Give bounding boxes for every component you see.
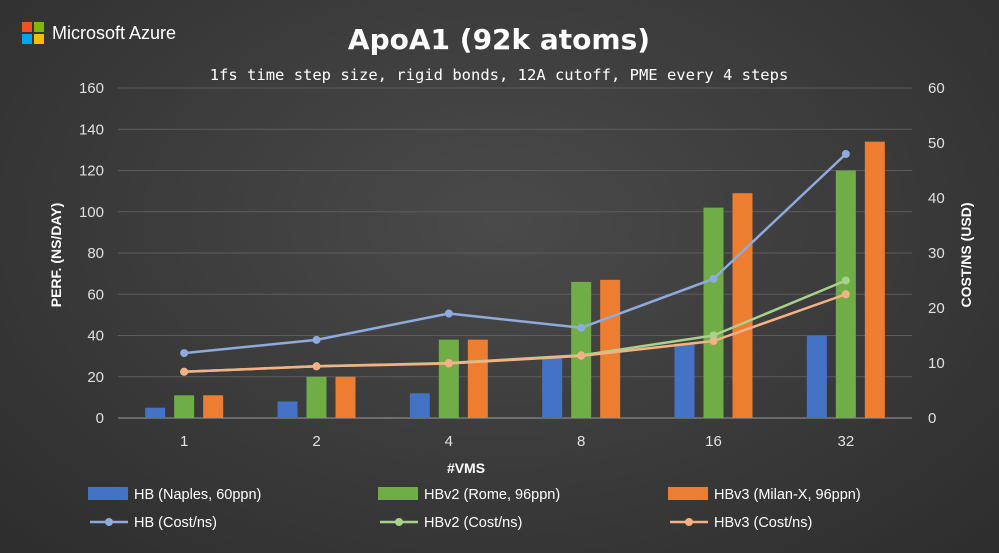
x-tick-label: 8 [577,433,585,450]
y2-tick-label: 60 [928,80,945,97]
bar [306,376,327,418]
y-tick-label: 120 [79,163,104,180]
cost-lines [180,150,850,376]
x-axis-ticks: 1 2 4 8 16 32 [180,433,854,450]
legend-label: HB (Cost/ns) [134,515,217,531]
logo-square-blue [22,34,32,44]
bar [732,193,753,418]
y-tick-label: 160 [79,80,104,97]
y-tick-label: 0 [96,410,104,427]
gridlines [118,87,912,419]
legend-swatch [668,487,708,500]
legend-swatch [378,487,418,500]
y-tick-label: 40 [87,328,104,345]
x-tick-label: 1 [180,433,188,450]
y-tick-label: 80 [87,245,104,262]
bar [438,339,459,418]
chart-subtitle: 1fs time step size, rigid bonds, 12A cut… [210,66,789,84]
logo-square-green [34,22,44,32]
bar [674,343,695,418]
y2-tick-label: 10 [928,355,945,372]
legend-label: HBv3 (Cost/ns) [714,515,812,531]
y2-axis-label: COST/NS (USD) [958,203,974,308]
legend-marker [685,518,693,526]
bar [571,281,592,418]
line-point [180,349,189,358]
bar [335,376,356,418]
line-point [709,337,718,345]
microsoft-logo-icon [22,22,44,44]
line-point [709,274,718,283]
legend-marker [395,518,403,526]
bar [174,395,195,418]
y2-tick-label: 50 [928,135,945,152]
legend-swatch [88,487,128,500]
line-point [709,331,718,340]
y-axis-label: PERF. (NS/DAY) [48,203,64,308]
cost-line [184,293,847,374]
bar [703,207,724,418]
logo-text: Microsoft Azure [52,22,177,43]
line-point [577,323,586,332]
bar [542,358,563,418]
line-point [444,309,453,318]
y-tick-label: 20 [87,369,104,386]
line-point [180,367,189,376]
bars [145,141,885,418]
bar [203,395,224,418]
bar [409,393,430,418]
y-tick-label: 60 [87,286,104,303]
x-tick-label: 32 [837,433,854,450]
bar [145,407,166,418]
x-tick-label: 2 [312,433,320,450]
legend-label: HBv3 (Milan-X, 96ppn) [714,487,861,503]
bar [467,339,488,418]
bar [864,141,885,418]
line-point [444,359,453,368]
legend-label: HBv2 (Cost/ns) [424,515,522,531]
y-tick-label: 100 [79,204,104,221]
y2-tick-label: 30 [928,245,945,262]
chart-title: ApoA1 (92k atoms) [348,23,650,56]
microsoft-azure-logo: Microsoft Azure [22,22,176,44]
y2-tick-label: 0 [928,410,936,427]
line-point [841,276,850,285]
y2-tick-label: 40 [928,190,945,207]
y2-tick-label: 20 [928,300,945,317]
y-axis-ticks: 0 20 40 60 80 100 120 140 160 [79,80,104,427]
legend-label: HB (Naples, 60ppn) [134,487,261,503]
y2-axis-ticks: 0 10 20 30 40 50 60 [928,80,945,427]
logo-square-yellow [34,34,44,44]
line-point [312,362,321,371]
line-point [577,351,586,360]
legend: HB (Naples, 60ppn) HBv2 (Rome, 96ppn) HBv3… [88,487,861,531]
logo-square-red [22,22,32,32]
legend-marker [105,518,113,526]
bar [277,401,298,418]
legend-label: HBv2 (Rome, 96ppn) [424,487,560,503]
y-tick-label: 140 [79,121,104,138]
cost-line [184,153,847,355]
x-tick-label: 4 [445,433,453,450]
line-point [841,150,850,158]
bar [806,335,827,418]
line-point [312,335,321,344]
x-axis-label: #VMS [447,460,485,476]
line-point [841,290,850,299]
x-tick-label: 16 [705,433,722,450]
